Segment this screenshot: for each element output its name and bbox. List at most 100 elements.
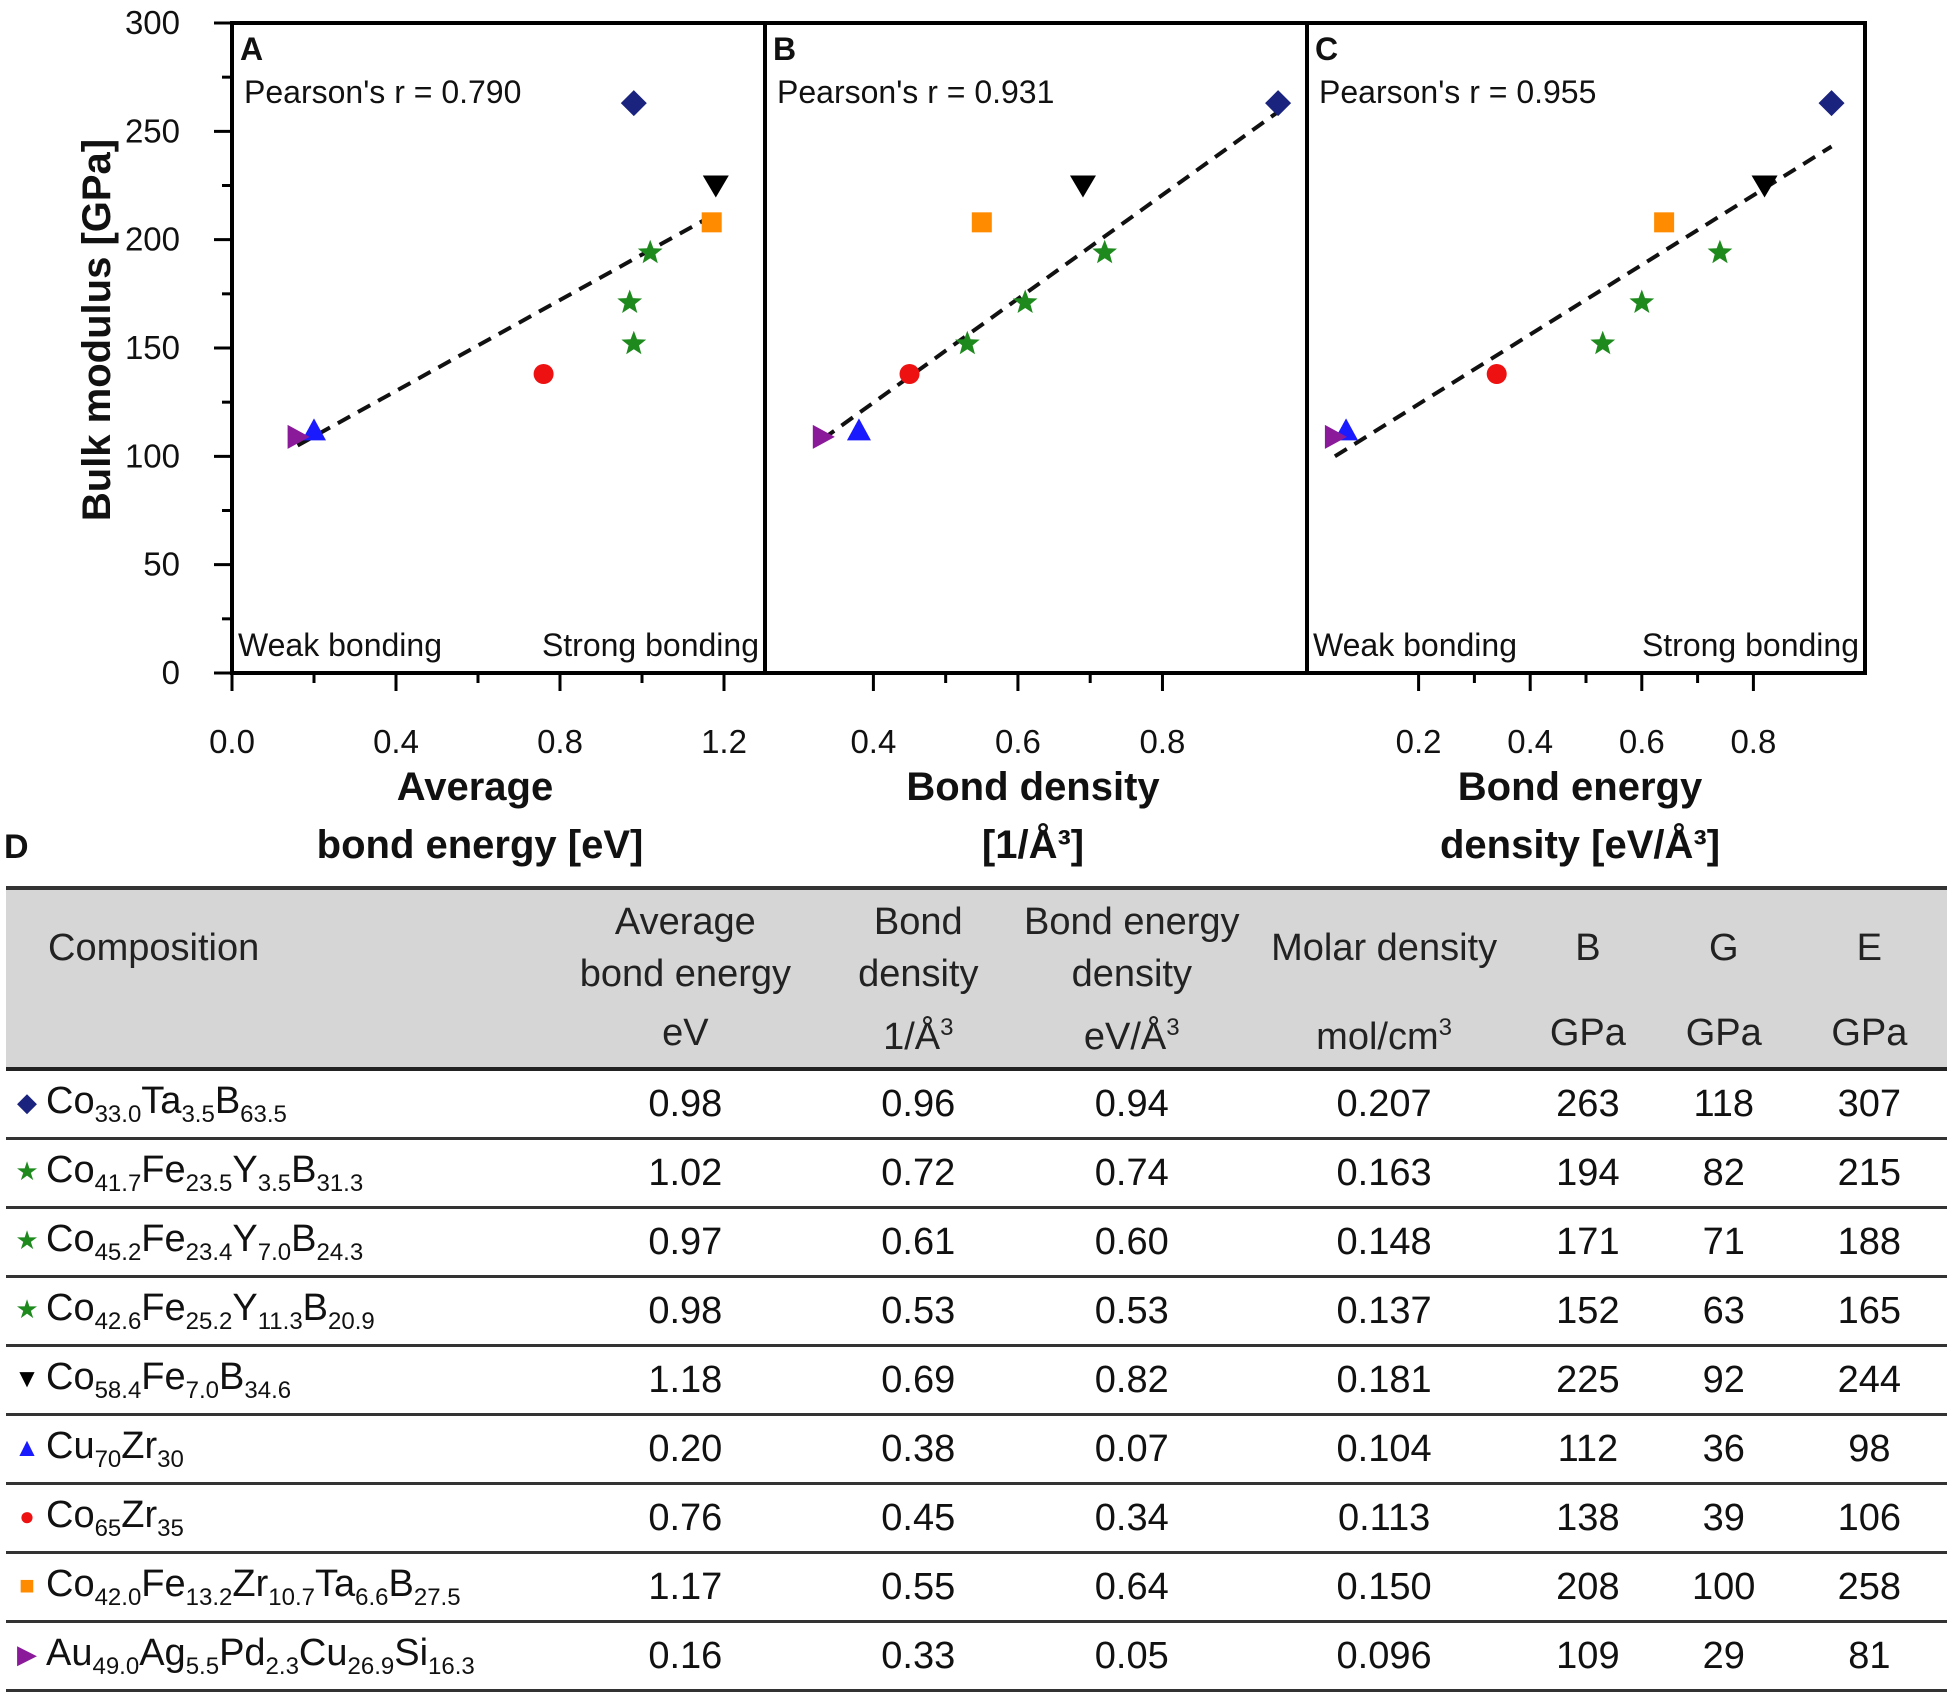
data-point-circle-1-6 <box>899 364 920 384</box>
strong-bonding-note: Strong bonding <box>542 627 759 663</box>
column-header-unit: eV <box>549 1001 822 1071</box>
column-header-name: Molar density <box>1248 886 1520 1001</box>
composition-cell: ★ Co41.7Fe23.5Y3.5B31.3 <box>6 1138 550 1209</box>
composition-cell: ◆ Co33.0Ta3.5B63.5 <box>6 1069 550 1140</box>
y-tick-label: 100 <box>125 437 180 474</box>
column-header-name: Composition <box>6 886 550 1001</box>
value-cell: 0.096 <box>1248 1621 1520 1692</box>
composition-cell: ▶ Au49.0Ag5.5Pd2.3Cu26.9Si16.3 <box>6 1621 550 1692</box>
legend-marker-icon: ★ <box>15 1293 39 1324</box>
x-tick-label: 0.6 <box>1619 723 1665 760</box>
x-tick-label: 0.0 <box>209 723 255 760</box>
data-point-star-1-3 <box>955 330 980 355</box>
value-cell: 0.181 <box>1248 1345 1520 1416</box>
x-axis-title-line1: Average <box>397 765 553 809</box>
data-point-star-2-2 <box>1629 289 1655 313</box>
column-header-name: Bond density <box>821 886 1016 1001</box>
value-cell: 112 <box>1519 1414 1656 1485</box>
composition-cell: ▲ Cu70Zr30 <box>6 1414 550 1485</box>
panel-letter-c: C <box>1315 31 1338 67</box>
value-cell: 0.20 <box>549 1414 822 1485</box>
composition-cell: ★ Co42.6Fe25.2Y11.3B20.9 <box>6 1276 550 1347</box>
value-cell: 0.16 <box>549 1621 822 1692</box>
legend-marker-icon: ◆ <box>17 1086 37 1117</box>
y-tick-label: 250 <box>125 112 180 149</box>
value-cell: 106 <box>1791 1483 1947 1554</box>
column-header-unit: eV/Å3 <box>1015 1001 1249 1071</box>
value-cell: 1.02 <box>549 1138 822 1209</box>
value-cell: 0.98 <box>549 1069 822 1140</box>
data-table: Composition Average bond energy Bond density… <box>6 886 1947 1692</box>
value-cell: 0.38 <box>821 1414 1016 1485</box>
pearson-annotation: Pearson's r = 0.790 <box>244 74 521 110</box>
data-point-circle-0-6 <box>533 364 554 384</box>
value-cell: 1.18 <box>549 1345 822 1416</box>
value-cell: 0.69 <box>821 1345 1016 1416</box>
weak-bonding-note: Weak bonding <box>238 627 442 663</box>
value-cell: 118 <box>1655 1069 1792 1140</box>
value-cell: 98 <box>1791 1414 1947 1485</box>
data-point-triangle-right-0-8 <box>287 424 310 449</box>
column-header-unit <box>6 1001 550 1071</box>
y-axis-title: Bulk modulus [GPa] <box>75 139 119 521</box>
table-row: ▶ Au49.0Ag5.5Pd2.3Cu26.9Si16.3 0.16 0.33 0.0… <box>6 1621 1947 1692</box>
regression-fit-line <box>1333 144 1833 459</box>
data-point-diamond-2-0 <box>1818 90 1845 117</box>
data-point-triangle-right-2-8 <box>1324 424 1347 449</box>
value-cell: 0.74 <box>1015 1138 1249 1209</box>
value-cell: 0.98 <box>549 1276 822 1347</box>
value-cell: 0.53 <box>821 1276 1016 1347</box>
value-cell: 0.97 <box>549 1207 822 1278</box>
table-header: Composition Average bond energy Bond density… <box>6 886 1947 1071</box>
legend-marker-icon: ■ <box>19 1569 35 1600</box>
data-point-triangle-down-2-4 <box>1751 175 1778 198</box>
legend-marker-icon: ▲ <box>14 1431 40 1462</box>
value-cell: 208 <box>1519 1552 1656 1623</box>
table-row: ★ Co45.2Fe23.4Y7.0B24.3 0.97 0.61 0.60 0.148 1… <box>6 1207 1947 1278</box>
column-header-name: Bond energy density <box>1015 886 1249 1001</box>
column-header-name: B <box>1519 886 1656 1001</box>
data-point-triangle-right-1-8 <box>812 424 835 449</box>
weak-bonding-note: Weak bonding <box>1313 627 1517 663</box>
x-tick-label: 0.8 <box>1730 723 1776 760</box>
y-tick-label: 0 <box>162 654 180 691</box>
value-cell: 244 <box>1791 1345 1947 1416</box>
value-cell: 0.61 <box>821 1207 1016 1278</box>
plot-frame-c <box>1305 21 1867 675</box>
column-header-unit: mol/cm3 <box>1248 1001 1520 1071</box>
value-cell: 263 <box>1519 1069 1656 1140</box>
value-cell: 0.05 <box>1015 1621 1249 1692</box>
column-header-unit: GPa <box>1519 1001 1656 1071</box>
x-tick-label: 0.8 <box>1140 723 1186 760</box>
column-header-unit: GPa <box>1791 1001 1947 1071</box>
value-cell: 100 <box>1655 1552 1792 1623</box>
strong-bonding-note: Strong bonding <box>1642 627 1859 663</box>
value-cell: 0.104 <box>1248 1414 1520 1485</box>
column-header-name: E <box>1791 886 1947 1001</box>
value-cell: 307 <box>1791 1069 1947 1140</box>
value-cell: 0.113 <box>1248 1483 1520 1554</box>
column-header-name: G <box>1655 886 1792 1001</box>
value-cell: 92 <box>1655 1345 1792 1416</box>
value-cell: 0.150 <box>1248 1552 1520 1623</box>
data-point-square-0-7 <box>701 212 722 233</box>
composition-cell: ■ Co42.0Fe13.2Zr10.7Ta6.6B27.5 <box>6 1552 550 1623</box>
table-row: ★ Co42.6Fe25.2Y11.3B20.9 0.98 0.53 0.53 0.137… <box>6 1276 1947 1347</box>
composition-cell: ▼ Co58.4Fe7.0B34.6 <box>6 1345 550 1416</box>
x-axis-title-line2: bond energy [eV] <box>317 823 644 867</box>
value-cell: 82 <box>1655 1138 1792 1209</box>
value-cell: 81 <box>1791 1621 1947 1692</box>
value-cell: 0.163 <box>1248 1138 1520 1209</box>
value-cell: 0.72 <box>821 1138 1016 1209</box>
value-cell: 0.45 <box>821 1483 1016 1554</box>
panel-letter-b: B <box>773 31 796 67</box>
data-table-container: Composition Average bond energy Bond density… <box>6 886 1947 1692</box>
data-point-star-1-1 <box>1092 239 1117 264</box>
y-tick-label: 50 <box>143 546 180 583</box>
column-header-unit: 1/Å3 <box>821 1001 1016 1071</box>
data-point-square-1-7 <box>971 212 992 233</box>
plot-frame-b <box>763 21 1309 675</box>
data-point-triangle-up-1-5 <box>846 418 871 441</box>
value-cell: 0.34 <box>1015 1483 1249 1554</box>
data-point-star-0-2 <box>617 289 643 313</box>
